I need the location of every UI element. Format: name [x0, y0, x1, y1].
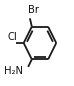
- Text: Cl: Cl: [7, 32, 17, 42]
- Text: H₂N: H₂N: [4, 66, 23, 76]
- Text: Br: Br: [28, 5, 39, 15]
